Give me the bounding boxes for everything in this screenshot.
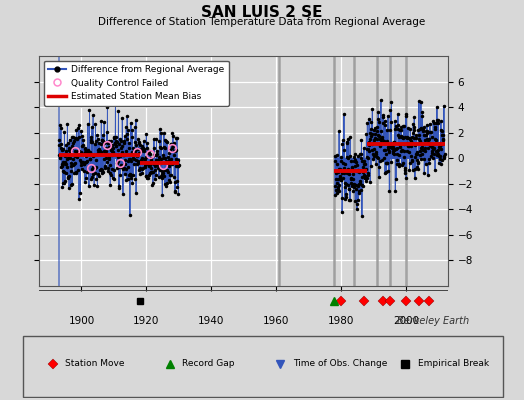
Text: 1940: 1940: [198, 316, 224, 326]
Text: Record Gap: Record Gap: [182, 359, 235, 368]
Text: Empirical Break: Empirical Break: [418, 359, 489, 368]
Text: Time of Obs. Change: Time of Obs. Change: [293, 359, 387, 368]
Legend: Difference from Regional Average, Quality Control Failed, Estimated Station Mean: Difference from Regional Average, Qualit…: [44, 60, 228, 106]
Text: Difference of Station Temperature Data from Regional Average: Difference of Station Temperature Data f…: [99, 17, 425, 27]
Text: 1920: 1920: [133, 316, 159, 326]
Text: SAN LUIS 2 SE: SAN LUIS 2 SE: [201, 5, 323, 20]
Text: 1900: 1900: [68, 316, 95, 326]
Text: 2000: 2000: [393, 316, 419, 326]
Text: 1960: 1960: [263, 316, 289, 326]
Text: Berkeley Earth: Berkeley Earth: [397, 316, 469, 326]
Text: 1980: 1980: [328, 316, 354, 326]
Text: Station Move: Station Move: [65, 359, 124, 368]
